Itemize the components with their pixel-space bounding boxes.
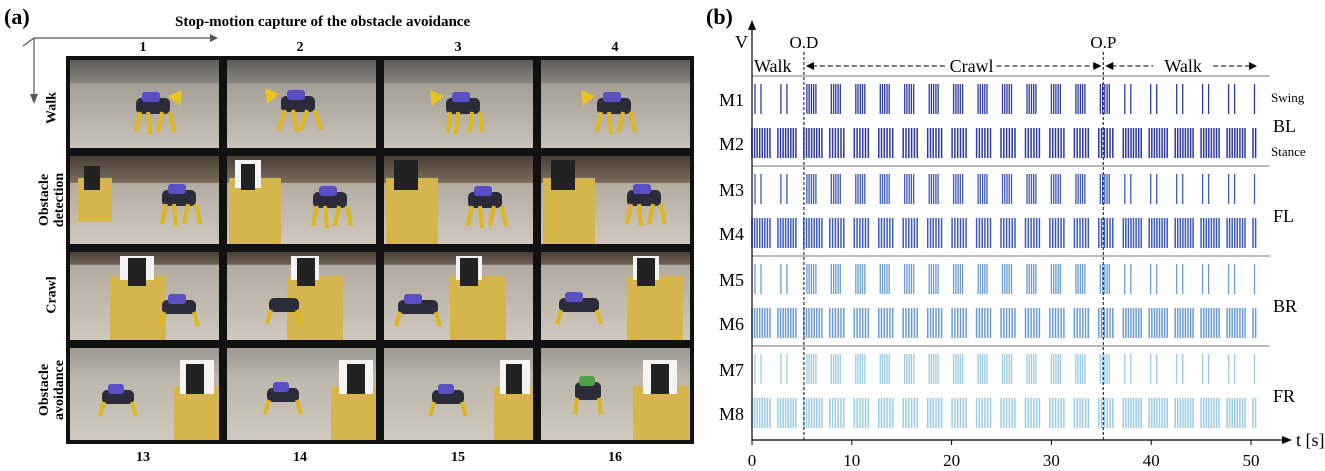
column-number-4: 4 — [611, 40, 619, 55]
panel-a-label: (a) — [4, 4, 30, 29]
x-tick-label: 30 — [1043, 451, 1060, 470]
photo-crawl-3 — [382, 250, 535, 342]
x-tick-label: 20 — [943, 451, 960, 470]
column-number-13: 13 — [136, 450, 150, 465]
column-number-1: 1 — [139, 40, 147, 55]
column-number-15: 15 — [451, 450, 465, 465]
phase-label-crawl: Crawl — [950, 56, 994, 76]
channel-label-m8: M8 — [719, 404, 744, 424]
x-tick-label: 50 — [1243, 451, 1260, 470]
event-label: O.P — [1090, 33, 1116, 52]
group-label-fr: FR — [1273, 386, 1295, 406]
channel-label-m4: M4 — [719, 224, 744, 244]
arrowhead-icon — [1093, 62, 1102, 70]
photo-crawl-4 — [539, 250, 692, 342]
phase-label-walk: Walk — [754, 56, 792, 76]
x-tick-label: 10 — [843, 451, 860, 470]
y-axis-arrow-icon — [748, 20, 756, 30]
x-axis-label: t [s] — [1296, 430, 1325, 450]
arrowhead-icon — [805, 62, 814, 70]
photo-detection-1 — [68, 154, 221, 246]
photo-avoidance-4 — [539, 346, 692, 442]
x-tick-label: 40 — [1143, 451, 1160, 470]
panel-a-title: Stop-motion capture of the obstacle avoi… — [175, 14, 471, 30]
axes-arrows-icon — [22, 34, 218, 104]
photo-walk-1 — [68, 58, 221, 150]
photo-avoidance-2 — [225, 346, 378, 442]
stance-label: Stance — [1271, 144, 1306, 159]
channel-label-m7: M7 — [719, 360, 744, 380]
photo-avoidance-3 — [382, 346, 535, 442]
photo-crawl-2 — [225, 250, 378, 342]
swing-label: Swing — [1271, 90, 1305, 105]
channel-label-m1: M1 — [719, 90, 744, 110]
photo-walk-3 — [382, 58, 535, 150]
channel-label-m2: M2 — [719, 134, 744, 154]
photo-detection-4 — [539, 154, 692, 246]
photo-walk-4 — [539, 58, 692, 150]
group-label-br: BR — [1273, 296, 1297, 316]
group-label-bl: BL — [1273, 116, 1296, 136]
x-tick-label: 0 — [748, 451, 757, 470]
panel-b-label: (b) — [706, 4, 733, 29]
photo-avoidance-1 — [68, 346, 221, 442]
photo-detection-2 — [225, 154, 378, 246]
stop-motion-photo-grid — [66, 56, 694, 444]
y-axis-label: V — [735, 32, 748, 52]
column-number-16: 16 — [608, 450, 622, 465]
channel-label-m3: M3 — [719, 180, 744, 200]
photo-detection-3 — [382, 154, 535, 246]
channel-label-m6: M6 — [719, 314, 744, 334]
arrowhead-icon — [1249, 62, 1258, 70]
x-axis-arrow-icon — [1282, 436, 1292, 444]
column-number-2: 2 — [296, 40, 304, 55]
photo-crawl-1 — [68, 250, 221, 342]
phase-label-walk-2: Walk — [1164, 56, 1202, 76]
column-number-3: 3 — [454, 40, 462, 55]
channel-label-m5: M5 — [719, 270, 744, 290]
event-label: O.D — [789, 33, 818, 52]
group-label-fl: FL — [1273, 206, 1294, 226]
arrowhead-icon — [1105, 62, 1114, 70]
photo-walk-2 — [225, 58, 378, 150]
column-number-14: 14 — [293, 450, 307, 465]
